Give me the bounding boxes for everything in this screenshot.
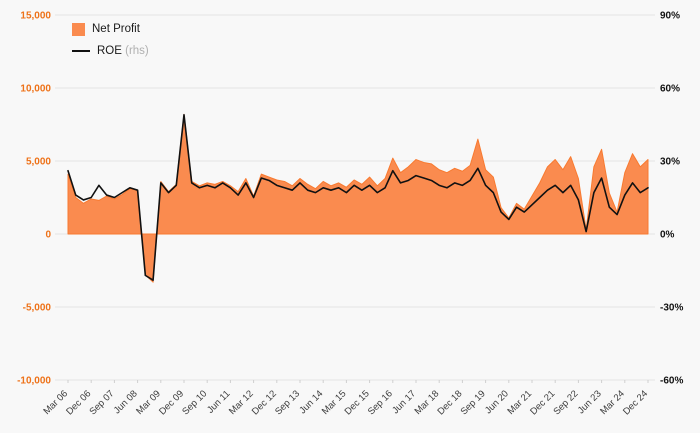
svg-text:0: 0 [45, 230, 51, 241]
svg-text:Mar 21: Mar 21 [505, 388, 534, 417]
svg-text:-30%: -30% [660, 303, 683, 314]
svg-text:Jun 08: Jun 08 [112, 388, 140, 416]
svg-text:-10,000: -10,000 [17, 376, 51, 387]
svg-text:Sep 13: Sep 13 [273, 388, 302, 417]
svg-text:Sep 19: Sep 19 [459, 388, 488, 417]
svg-text:Mar 09: Mar 09 [134, 388, 163, 417]
svg-text:90%: 90% [660, 11, 680, 22]
svg-text:Mar 06: Mar 06 [41, 388, 70, 417]
legend-label-roe-suffix: (rhs) [121, 45, 149, 57]
svg-text:Jun 20: Jun 20 [483, 388, 511, 416]
svg-text:Dec 09: Dec 09 [157, 388, 186, 417]
svg-text:Dec 06: Dec 06 [64, 388, 93, 417]
svg-text:Jun 17: Jun 17 [390, 388, 418, 416]
svg-text:Dec 12: Dec 12 [250, 388, 279, 417]
net-profit-swatch-icon [72, 22, 85, 36]
svg-text:Jun 23: Jun 23 [576, 388, 604, 416]
svg-text:Sep 22: Sep 22 [551, 388, 580, 417]
roe-line-swatch-icon [72, 49, 90, 53]
svg-text:15,000: 15,000 [20, 11, 51, 22]
svg-text:Jun 14: Jun 14 [297, 388, 325, 416]
legend-label-roe-text: ROE [97, 45, 122, 57]
svg-text:-60%: -60% [660, 376, 683, 387]
svg-text:Dec 21: Dec 21 [528, 388, 557, 417]
svg-text:Mar 12: Mar 12 [227, 388, 256, 417]
svg-text:Sep 07: Sep 07 [87, 388, 116, 417]
svg-text:10,000: 10,000 [20, 84, 51, 95]
legend-label-net-profit: Net Profit [92, 23, 140, 35]
legend-item-roe: ROE (rhs) [72, 44, 149, 58]
svg-text:Mar 18: Mar 18 [413, 388, 442, 417]
svg-text:Dec 18: Dec 18 [435, 388, 464, 417]
svg-text:Mar 15: Mar 15 [320, 388, 349, 417]
svg-text:Mar 24: Mar 24 [598, 388, 627, 417]
svg-text:Dec 15: Dec 15 [343, 388, 372, 417]
legend-item-net-profit: Net Profit [72, 22, 149, 36]
svg-text:0%: 0% [660, 230, 675, 241]
svg-text:-5,000: -5,000 [23, 303, 52, 314]
svg-text:Sep 16: Sep 16 [366, 388, 395, 417]
svg-text:30%: 30% [660, 157, 680, 168]
legend-label-roe: ROE (rhs) [97, 45, 149, 57]
chart-legend: Net Profit ROE (rhs) [72, 22, 149, 66]
svg-text:Sep 10: Sep 10 [180, 388, 209, 417]
svg-text:5,000: 5,000 [26, 157, 51, 168]
svg-text:60%: 60% [660, 84, 680, 95]
svg-text:Dec 24: Dec 24 [621, 388, 650, 417]
